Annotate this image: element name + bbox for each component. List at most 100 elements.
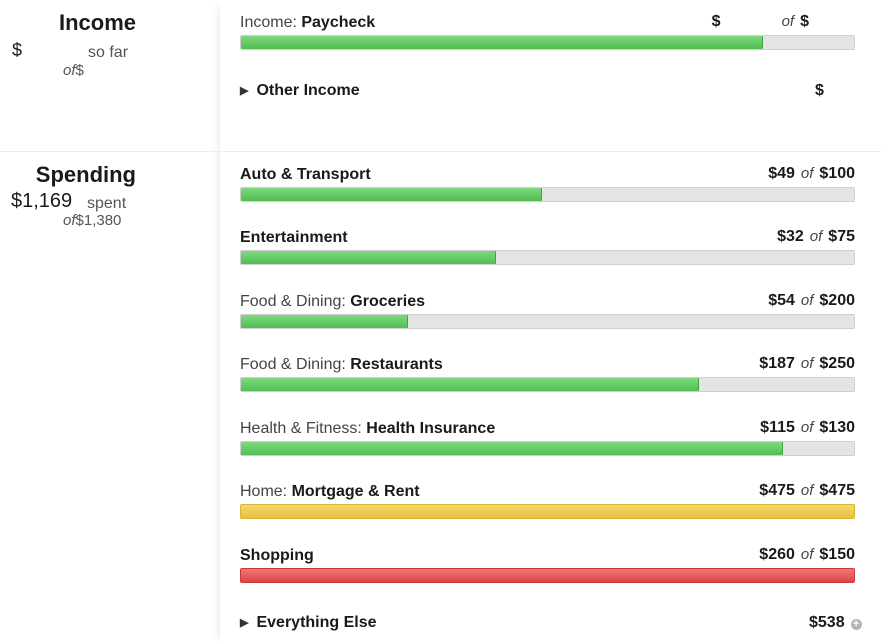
- everything-else-amount: $538: [809, 614, 845, 631]
- row-category-name: Mortgage & Rent: [291, 483, 420, 500]
- row-amount: $475 of $475: [759, 482, 855, 500]
- row-of: of: [800, 355, 814, 372]
- progress-fill: [241, 442, 783, 455]
- income-of-label: of: [63, 62, 76, 79]
- row-of: of: [809, 228, 823, 245]
- row-parent-category: Food & Dining:: [240, 356, 351, 373]
- row-amount: $260 of $150: [759, 546, 855, 564]
- row-budget: $150: [819, 546, 855, 563]
- progress-fill: [241, 505, 854, 518]
- row-spent: $54: [768, 292, 795, 309]
- budget-row-auto-transport[interactable]: Auto & Transport $49 of $100: [240, 165, 855, 212]
- row-budget: $200: [819, 292, 855, 309]
- other-income-toggle[interactable]: ▶ Other Income: [240, 82, 360, 100]
- row-category-name: Shopping: [240, 547, 314, 564]
- budget-row-groceries[interactable]: Food & Dining: Groceries $54 of $200: [240, 292, 855, 339]
- summary-column: Income $ so far of$ Spending $1,169 spen…: [0, 0, 220, 644]
- progress-fill: [241, 251, 497, 264]
- row-amount: $54 of $200: [768, 292, 855, 310]
- progress-bar: [240, 314, 855, 329]
- other-income-amount: $: [815, 82, 824, 99]
- income-amount: $: [12, 40, 23, 60]
- other-income-label: Other Income: [256, 82, 360, 99]
- everything-else-amount-wrap: $538 +: [809, 614, 862, 632]
- progress-fill: [241, 188, 543, 201]
- row-amount: $49 of $100: [768, 165, 855, 183]
- row-spent: $: [711, 13, 721, 30]
- progress-bar: [240, 187, 855, 202]
- row-spent: $260: [759, 546, 795, 563]
- row-spent: $32: [777, 228, 804, 245]
- spending-of-label: of: [63, 212, 76, 229]
- progress-fill: [241, 378, 699, 391]
- row-of: of: [800, 419, 814, 436]
- row-of: of: [800, 292, 814, 309]
- row-budget: $100: [819, 165, 855, 182]
- progress-bar: [240, 377, 855, 392]
- spending-title: Spending: [35, 162, 136, 187]
- spending-amount-suffix: spent: [87, 195, 127, 212]
- row-category-name: Auto & Transport: [240, 166, 371, 183]
- progress-bar: [240, 504, 855, 519]
- section-divider: [0, 151, 881, 152]
- plus-circle-icon[interactable]: +: [850, 619, 862, 630]
- row-of: of: [800, 165, 814, 182]
- row-of: of: [800, 482, 814, 499]
- spending-of-line: of$1,380: [63, 212, 121, 229]
- spending-amount: $1,169: [11, 190, 73, 212]
- row-category-name: Groceries: [350, 293, 425, 310]
- budget-row-shopping[interactable]: Shopping $260 of $150: [240, 546, 855, 593]
- progress-bar: [240, 441, 855, 456]
- budget-row-mortgage-rent[interactable]: Home: Mortgage & Rent $475 of $475: [240, 482, 855, 529]
- row-parent-category: Health & Fitness:: [240, 420, 367, 437]
- row-label: Home: Mortgage & Rent: [240, 483, 420, 501]
- row-label: Auto & Transport: [240, 166, 371, 184]
- budget-row-paycheck[interactable]: Income: Paycheck $ of $: [240, 13, 855, 60]
- income-of-amount: $: [75, 62, 84, 79]
- income-amount-suffix: so far: [88, 44, 129, 61]
- income-of-line: of$: [63, 62, 84, 79]
- budget-row-entertainment[interactable]: Entertainment $32 of $75: [240, 228, 855, 275]
- row-label: Entertainment: [240, 229, 348, 247]
- row-parent-category: Income:: [240, 14, 302, 31]
- budget-row-restaurants[interactable]: Food & Dining: Restaurants $187 of $250: [240, 355, 855, 402]
- row-parent-category: Home:: [240, 483, 292, 500]
- row-category-name: Paycheck: [301, 14, 376, 31]
- progress-fill: [241, 569, 854, 582]
- income-title: Income: [58, 10, 136, 35]
- row-parent-category: Food & Dining:: [240, 293, 351, 310]
- row-label: Income: Paycheck: [240, 14, 375, 32]
- row-spent: $187: [759, 355, 795, 372]
- row-of: of: [800, 546, 814, 563]
- row-budget: $130: [819, 419, 855, 436]
- row-budget: $75: [828, 228, 855, 245]
- row-label: Food & Dining: Restaurants: [240, 356, 443, 374]
- spending-of-amount: $1,380: [75, 212, 122, 229]
- row-label: Shopping: [240, 547, 314, 565]
- row-amount: $32 of $75: [777, 228, 855, 246]
- progress-fill: [241, 315, 408, 328]
- progress-bar: [240, 568, 855, 583]
- row-amount: $187 of $250: [759, 355, 855, 373]
- row-budget: $: [800, 13, 809, 30]
- row-spent: $49: [768, 165, 795, 182]
- row-label: Food & Dining: Groceries: [240, 293, 425, 311]
- row-category-name: Health Insurance: [366, 420, 496, 437]
- progress-bar: [240, 35, 855, 50]
- row-spent: $115: [760, 419, 795, 436]
- progress-fill: [241, 36, 764, 49]
- triangle-right-icon: ▶: [240, 617, 249, 629]
- budget-row-health-insurance[interactable]: Health & Fitness: Health Insurance $115 o…: [240, 419, 855, 466]
- row-category-name: Entertainment: [240, 229, 348, 246]
- row-budget: $475: [819, 482, 855, 499]
- progress-bar: [240, 250, 855, 265]
- row-category-name: Restaurants: [350, 356, 443, 373]
- row-budget: $250: [819, 355, 855, 372]
- row-of: of: [781, 13, 795, 30]
- everything-else-toggle[interactable]: ▶ Everything Else: [240, 614, 377, 632]
- everything-else-label: Everything Else: [256, 614, 377, 631]
- row-spent: $475: [759, 482, 795, 499]
- budget-list: Income: Paycheck $ of $ ▶ Other Income $ Au…: [220, 0, 881, 644]
- row-amount: $ of $: [712, 13, 809, 31]
- row-amount: $115 of $130: [760, 419, 855, 437]
